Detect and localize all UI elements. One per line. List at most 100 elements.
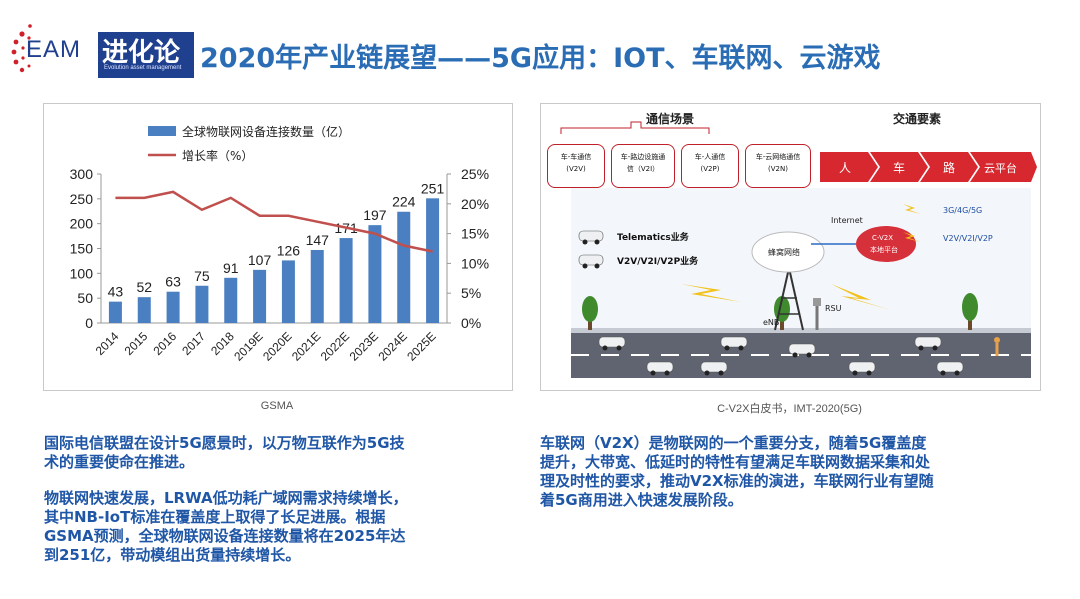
chart-source: GSMA — [260, 400, 294, 412]
paragraph-line: 其中NB-IoT标准在覆盖度上取得了长足进展。根据 — [44, 508, 386, 526]
paragraph-iot-growth: 物联网快速发展，LRWA低功耗广域网需求持续增长， 其中NB-IoT标准在覆盖度… — [44, 489, 514, 565]
y-tick-label-right: 25% — [461, 166, 489, 182]
x-tick-label: 2020E — [260, 329, 294, 363]
signal-bolt-icon — [903, 204, 921, 214]
chart-panel: 0 50 100 150 200 250 300 0% 5% 10% 15% 20% 25% 43 2014… — [43, 103, 513, 391]
chart-bar — [253, 269, 267, 323]
logo-letters: EAM — [26, 36, 82, 63]
chart-bar — [224, 277, 238, 323]
y-tick-label-left: 0 — [85, 315, 93, 331]
y-tick-label-right: 0% — [461, 315, 481, 331]
y-tick-label-right: 10% — [461, 255, 489, 271]
car-icon — [788, 343, 816, 358]
logo-subtitle: Evolution asset management — [104, 65, 182, 71]
paragraph-v2x: 车联网（V2X）是物联网的一个重要分支，随着5G覆盖度 提升，大带宽、低延时的特… — [540, 434, 1038, 510]
curb — [571, 328, 1031, 333]
x-tick-label: 2019E — [231, 329, 265, 363]
car-icon — [578, 230, 604, 245]
comm-box-line1: 车-车通信 — [560, 153, 592, 161]
paragraph-line: 物联网快速发展，LRWA低功耗广域网需求持续增长， — [44, 489, 408, 507]
y-tick-label-right: 5% — [461, 285, 481, 301]
bar-value-label: 197 — [363, 207, 387, 223]
chart-bar — [166, 291, 180, 323]
logo-dots-icon — [11, 24, 32, 73]
signal-bolt-icon — [831, 284, 891, 310]
bar-value-label: 91 — [223, 260, 239, 276]
element-car: 车 — [893, 161, 906, 175]
paragraph-line: 理及时性的要求，推动V2X标准的演进，车联网行业有望随 — [540, 472, 934, 490]
comm-box-line1: 车-路边设施通 — [620, 153, 666, 161]
traffic-header: 交通要素 — [893, 112, 942, 126]
car-icon — [646, 361, 674, 376]
comm-box-line1: 车-人通信 — [694, 153, 726, 161]
x-tick-label: 2025E — [404, 329, 438, 363]
bar-value-label: 147 — [306, 232, 330, 248]
slide-title: 2020年产业链展望——5G应用：IOT、车联网、云游戏 — [200, 43, 881, 74]
bar-value-label: 43 — [108, 284, 124, 300]
comm-box-line2: 信（V2I） — [626, 165, 660, 173]
comm-box: 车-路边设施通 信（V2I） — [611, 144, 675, 188]
y-tick-label-left: 200 — [70, 216, 94, 232]
x-tick-label: 2017 — [179, 329, 208, 358]
car-icon — [700, 361, 728, 376]
car-icon — [578, 254, 604, 269]
enb-label: eNB — [763, 318, 780, 327]
comm-box-line2: (V2V) — [566, 165, 586, 173]
paragraph-line: 着5G商用进入快速发展阶段。 — [540, 491, 743, 509]
bar-value-label: 107 — [248, 252, 272, 268]
chart-bar — [137, 297, 151, 323]
cv2x-label: C-V2X — [872, 234, 894, 242]
chart-bar — [397, 211, 411, 323]
comm-box-line2: (V2P) — [700, 165, 720, 173]
signal-bolt-icon — [903, 232, 921, 242]
bar-value-label: 224 — [392, 194, 416, 210]
x-tick-label: 2015 — [122, 329, 151, 358]
comm-box-line2: (V2N) — [768, 165, 788, 173]
logo: EAM 进化论 Evolution asset management — [8, 12, 194, 82]
comm-box: 车-车通信 (V2V) — [547, 144, 605, 188]
v2-label: V2V/V2I/V2P — [943, 234, 993, 243]
cv2x-cloud — [856, 226, 916, 262]
tower-icon — [774, 267, 804, 331]
car-icon — [848, 361, 876, 376]
y-tick-label-left: 250 — [70, 191, 94, 207]
y-tick-label-right: 20% — [461, 196, 489, 212]
network-label: 3G/4G/5G — [943, 206, 983, 215]
element-person: 人 — [839, 161, 852, 175]
paragraph-line: 提升，大带宽、低延时的特性有望满足车联网数据采集和处 — [540, 453, 931, 471]
bar-value-label: 75 — [194, 268, 210, 284]
rsu-icon — [813, 298, 821, 330]
x-tick-label: 2022E — [318, 329, 352, 363]
paragraph-line: 术的重要使命在推进。 — [44, 453, 195, 471]
chart-bar — [281, 260, 295, 323]
chart-bar — [426, 198, 440, 323]
logo-box — [98, 32, 194, 78]
chevron-arrows — [820, 152, 1037, 182]
paragraph-5g-vision: 国际电信联盟在设计5G愿景时，以万物互联作为5G技 术的重要使命在推进。 — [44, 434, 514, 472]
chart-bar — [368, 225, 382, 323]
legend-label-line: 增长率（%） — [182, 148, 253, 163]
rsu-label: RSU — [825, 304, 842, 313]
cellular-cloud — [751, 231, 825, 273]
bar-value-label: 52 — [136, 279, 152, 295]
element-cloud: 云平台 — [984, 162, 1017, 175]
x-tick-label: 2021E — [289, 329, 323, 363]
comm-box: 车-人通信 (V2P) — [681, 144, 739, 188]
x-tick-label: 2014 — [93, 329, 122, 358]
paragraph-line: 车联网（V2X）是物联网的一个重要分支，随着5G覆盖度 — [540, 434, 927, 452]
chart-bar — [310, 249, 324, 323]
paragraph-line: 国际电信联盟在设计5G愿景时，以万物互联作为5G技 — [44, 434, 405, 452]
x-tick-label: 2024E — [375, 329, 409, 363]
logo-cn: 进化论 — [102, 38, 181, 68]
pedestrian-icon — [994, 337, 1000, 356]
v2x-panel: 通信场景 交通要素 车-车通信 (V2V) 车-路边设施通 信（V2I） 车-人… — [540, 103, 1041, 391]
chart-bar — [195, 285, 209, 323]
chart-bar — [339, 238, 353, 323]
x-tick-label: 2023E — [347, 329, 381, 363]
iot-chart: 0 50 100 150 200 250 300 0% 5% 10% 15% 20% 25% 43 2014… — [70, 124, 489, 364]
paragraph-line: 到251亿，带动模组出货量持续增长。 — [44, 546, 301, 564]
y-tick-label-left: 150 — [70, 241, 94, 257]
legend-label-bar: 全球物联网设备连接数量（亿） — [182, 124, 350, 139]
local-platform-label: 本地平台 — [870, 246, 898, 254]
car-icon — [598, 336, 626, 351]
